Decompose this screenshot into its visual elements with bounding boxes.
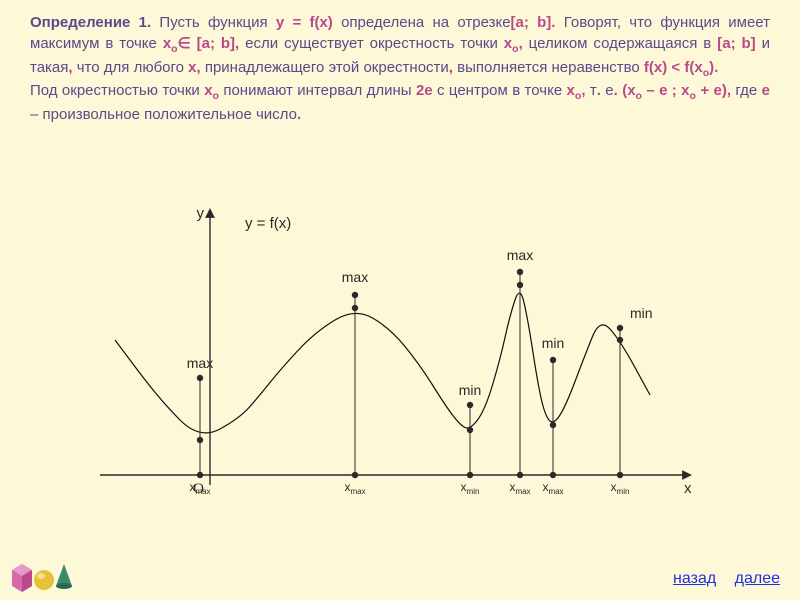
cube-icon: [12, 564, 32, 592]
svg-text:xmax: xmax: [344, 480, 365, 496]
nav-links: назад далее: [659, 570, 780, 588]
definition-text: Определение 1. Пусть функция y = f(x) оп…: [30, 12, 770, 125]
cone-icon: [56, 564, 72, 589]
back-link[interactable]: назад: [673, 570, 716, 587]
sphere-icon: [34, 570, 54, 590]
svg-text:xmin: xmin: [461, 480, 480, 496]
svg-text:min: min: [459, 382, 482, 398]
function-graph: yxOy = f(x)maxxmaxmaxxmaxminxminmaxxmaxm…: [90, 200, 710, 530]
svg-text:xmax: xmax: [542, 480, 563, 496]
next-link[interactable]: далее: [735, 570, 780, 587]
svg-text:y = f(x): y = f(x): [245, 215, 291, 232]
svg-text:max: max: [507, 247, 533, 263]
svg-text:y: y: [197, 205, 205, 222]
svg-text:x: x: [684, 480, 692, 497]
svg-text:max: max: [187, 355, 213, 371]
svg-text:min: min: [542, 335, 565, 351]
svg-text:max: max: [342, 269, 368, 285]
svg-text:min: min: [630, 305, 653, 321]
definition-title: Определение 1.: [30, 14, 151, 31]
svg-text:xmin: xmin: [611, 480, 630, 496]
svg-text:xmax: xmax: [509, 480, 530, 496]
corner-shapes-icon: [8, 556, 78, 592]
